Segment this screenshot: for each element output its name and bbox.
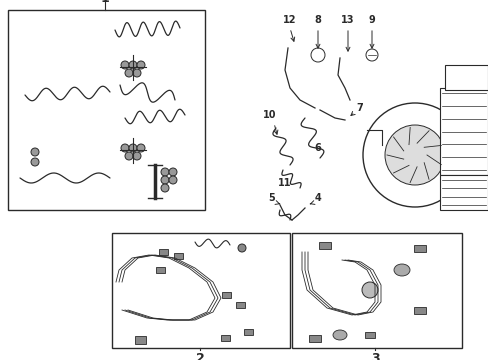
Circle shape [161, 184, 169, 192]
Circle shape [133, 152, 141, 160]
Text: 1: 1 [101, 0, 109, 4]
Bar [8, 10, 204, 210]
Circle shape [137, 61, 145, 69]
Text: 13: 13 [341, 15, 354, 25]
Circle shape [384, 125, 444, 185]
Circle shape [129, 61, 137, 69]
Circle shape [238, 244, 245, 252]
Circle shape [161, 176, 169, 184]
Circle shape [137, 144, 145, 152]
Bar [364, 332, 374, 338]
Bar [155, 267, 164, 273]
Bar [112, 233, 289, 348]
Bar [308, 334, 320, 342]
Circle shape [129, 144, 137, 152]
Text: 11: 11 [278, 178, 291, 188]
Bar [318, 242, 330, 248]
Bar [221, 292, 230, 298]
Circle shape [169, 176, 177, 184]
Circle shape [31, 148, 39, 156]
Circle shape [31, 158, 39, 166]
Text: 4: 4 [314, 193, 321, 203]
Ellipse shape [393, 264, 409, 276]
Bar [439, 88, 487, 175]
Bar [134, 336, 145, 344]
Bar [291, 233, 461, 348]
Text: 9: 9 [368, 15, 375, 25]
Text: 6: 6 [314, 143, 321, 153]
Text: 12: 12 [283, 15, 296, 25]
Bar [235, 302, 244, 308]
Bar [158, 249, 167, 255]
Bar [220, 335, 229, 341]
Circle shape [125, 152, 133, 160]
Circle shape [161, 168, 169, 176]
Ellipse shape [332, 330, 346, 340]
Text: 10: 10 [263, 110, 276, 120]
Text: 7: 7 [356, 103, 363, 113]
Circle shape [133, 69, 141, 77]
Circle shape [362, 103, 466, 207]
Text: 8: 8 [314, 15, 321, 25]
Bar [243, 329, 252, 335]
Text: 3: 3 [370, 352, 379, 360]
Circle shape [361, 282, 377, 298]
Circle shape [121, 61, 129, 69]
Bar [413, 244, 425, 252]
Bar [439, 175, 487, 210]
Circle shape [125, 69, 133, 77]
Circle shape [121, 144, 129, 152]
Text: 5: 5 [268, 193, 275, 203]
Bar [173, 253, 182, 259]
Circle shape [169, 168, 177, 176]
Text: 2: 2 [195, 352, 204, 360]
Bar [413, 306, 425, 314]
Bar [444, 65, 487, 90]
